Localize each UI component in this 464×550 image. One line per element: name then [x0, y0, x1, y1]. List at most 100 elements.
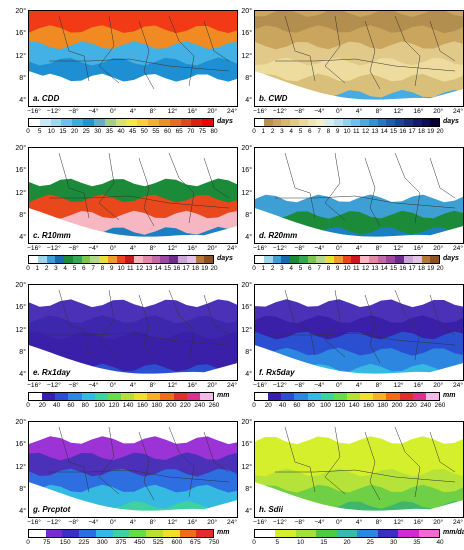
colorbar: [28, 118, 214, 127]
colorbar-tick-label: 9: [109, 265, 114, 272]
colorbar-swatch: [430, 256, 440, 263]
colorbar: [254, 255, 440, 264]
colorbar-swatch: [281, 256, 291, 263]
map-field: [255, 148, 463, 243]
lat-tick-label: 4°: [245, 234, 252, 241]
colorbar-swatch: [333, 256, 343, 263]
lon-tick-label: −4°: [88, 108, 99, 115]
lat-tick-label: 20°: [15, 8, 26, 15]
country-border: [49, 58, 230, 72]
colorbar-swatch: [272, 119, 282, 126]
country-border: [49, 469, 230, 483]
colorbar-tick-label: 7: [317, 265, 321, 272]
colorbar-tick-label: 80: [81, 402, 89, 409]
lon-tick-label: −16°: [253, 382, 267, 389]
lat-tick-label: 20°: [15, 145, 26, 152]
colorbar-swatch: [281, 393, 295, 400]
lat-tick-label: 8°: [19, 211, 26, 219]
colorbar: [254, 392, 440, 401]
ocean: [255, 208, 463, 243]
colorbar-unit: days: [443, 118, 459, 125]
country-border: [394, 152, 421, 224]
lat-tick-label: 4°: [19, 508, 26, 515]
colorbar-tick-label: 13: [145, 265, 153, 272]
colorbar-tick-label: 35: [105, 128, 113, 135]
lon-tick-label: −8°: [68, 382, 79, 389]
colorbar-tick-label: 45: [129, 128, 137, 135]
colorbar-swatch: [307, 393, 321, 400]
colorbar-swatch: [342, 119, 352, 126]
country-border: [138, 157, 155, 227]
colorbar-swatch: [147, 393, 161, 400]
colorbar-swatch: [336, 530, 358, 537]
colorbar-tick-label: 300: [97, 539, 108, 546]
map-panel-8: h. Sdii: [254, 421, 464, 518]
colorbar-swatch: [134, 256, 143, 263]
colorbar-tick-label: 20: [38, 402, 46, 409]
colorbar-swatch: [93, 119, 105, 126]
lon-tick-label: 8°: [375, 108, 382, 115]
colorbar-tick-label: 20: [436, 265, 444, 272]
colorbar-swatch: [120, 393, 135, 400]
lon-tick-label: 20°: [433, 382, 444, 389]
lon-tick-label: 16°: [187, 519, 198, 526]
colorbar-swatch: [377, 119, 387, 126]
colorbar: [28, 529, 214, 538]
map-panel-2: b. CWD: [254, 10, 464, 107]
lon-tick-label: −8°: [294, 519, 305, 526]
colorbar-tick-label: 80: [210, 128, 218, 135]
colorbar-swatch: [275, 530, 296, 537]
colorbar-tick-label: 11: [352, 265, 360, 272]
lon-tick-label: 16°: [413, 108, 424, 115]
colorbar-tick-label: 75: [198, 128, 206, 135]
colorbar-tick-label: 40: [53, 402, 61, 409]
colorbar-swatch: [373, 393, 387, 400]
lat-tick-label: 4°: [19, 371, 26, 378]
colorbar-tick-label: 7: [91, 265, 95, 272]
colorbar-tick-label: 140: [348, 402, 360, 409]
colorbar-swatch: [186, 393, 200, 400]
colorbar-swatch: [37, 256, 47, 263]
colorbar-swatch: [307, 119, 317, 126]
colorbar-tick-label: 15: [59, 128, 67, 135]
colorbar-tick-label: 20: [70, 128, 79, 135]
colorbar-tick-label: 10: [343, 128, 351, 135]
colorbar-swatch: [412, 119, 422, 126]
country-border: [394, 426, 421, 498]
colorbar-swatch: [29, 393, 43, 400]
colorbar-swatch: [50, 119, 62, 126]
colorbar: [254, 118, 440, 127]
colorbar-swatch: [398, 530, 419, 537]
colorbar-tick-label: 0: [26, 265, 30, 272]
colorbar-swatch: [137, 119, 149, 126]
lon-tick-label: −12°: [272, 245, 287, 252]
panel-label: c. R10mm: [33, 231, 71, 240]
lon-tick-label: 12°: [393, 245, 404, 252]
lat-tick-label: 12°: [15, 52, 26, 60]
colorbar-swatch: [395, 119, 405, 126]
country-border: [168, 15, 195, 87]
country-border: [98, 15, 120, 84]
country-border: [49, 332, 230, 346]
colorbar-swatch: [202, 119, 214, 126]
colorbar-swatch: [351, 256, 361, 263]
colorbar-tick-label: 9: [335, 265, 340, 272]
colorbar-tick-label: 675: [190, 539, 201, 546]
colorbar-swatch: [180, 119, 192, 126]
colorbar-swatch: [107, 256, 117, 263]
colorbar-tick-label: 19: [201, 265, 209, 272]
lat-tick-label: 16°: [15, 441, 26, 449]
colorbar-tick-label: 25: [82, 128, 90, 135]
lon-tick-label: 24°: [227, 382, 237, 389]
colorbar-swatch: [325, 256, 334, 263]
lat-tick-label: 12°: [15, 189, 26, 197]
colorbar-swatch: [169, 119, 181, 126]
colorbar-swatch: [115, 119, 127, 126]
colorbar-tick-label: 17: [408, 128, 416, 135]
lon-tick-label: 4°: [129, 108, 137, 115]
country-border: [138, 20, 155, 90]
colorbar-swatch: [79, 530, 96, 537]
lat-tick-label: 12°: [241, 326, 252, 334]
colorbar-swatch: [29, 256, 38, 263]
map-panel-4: d. R20mm: [254, 147, 464, 244]
